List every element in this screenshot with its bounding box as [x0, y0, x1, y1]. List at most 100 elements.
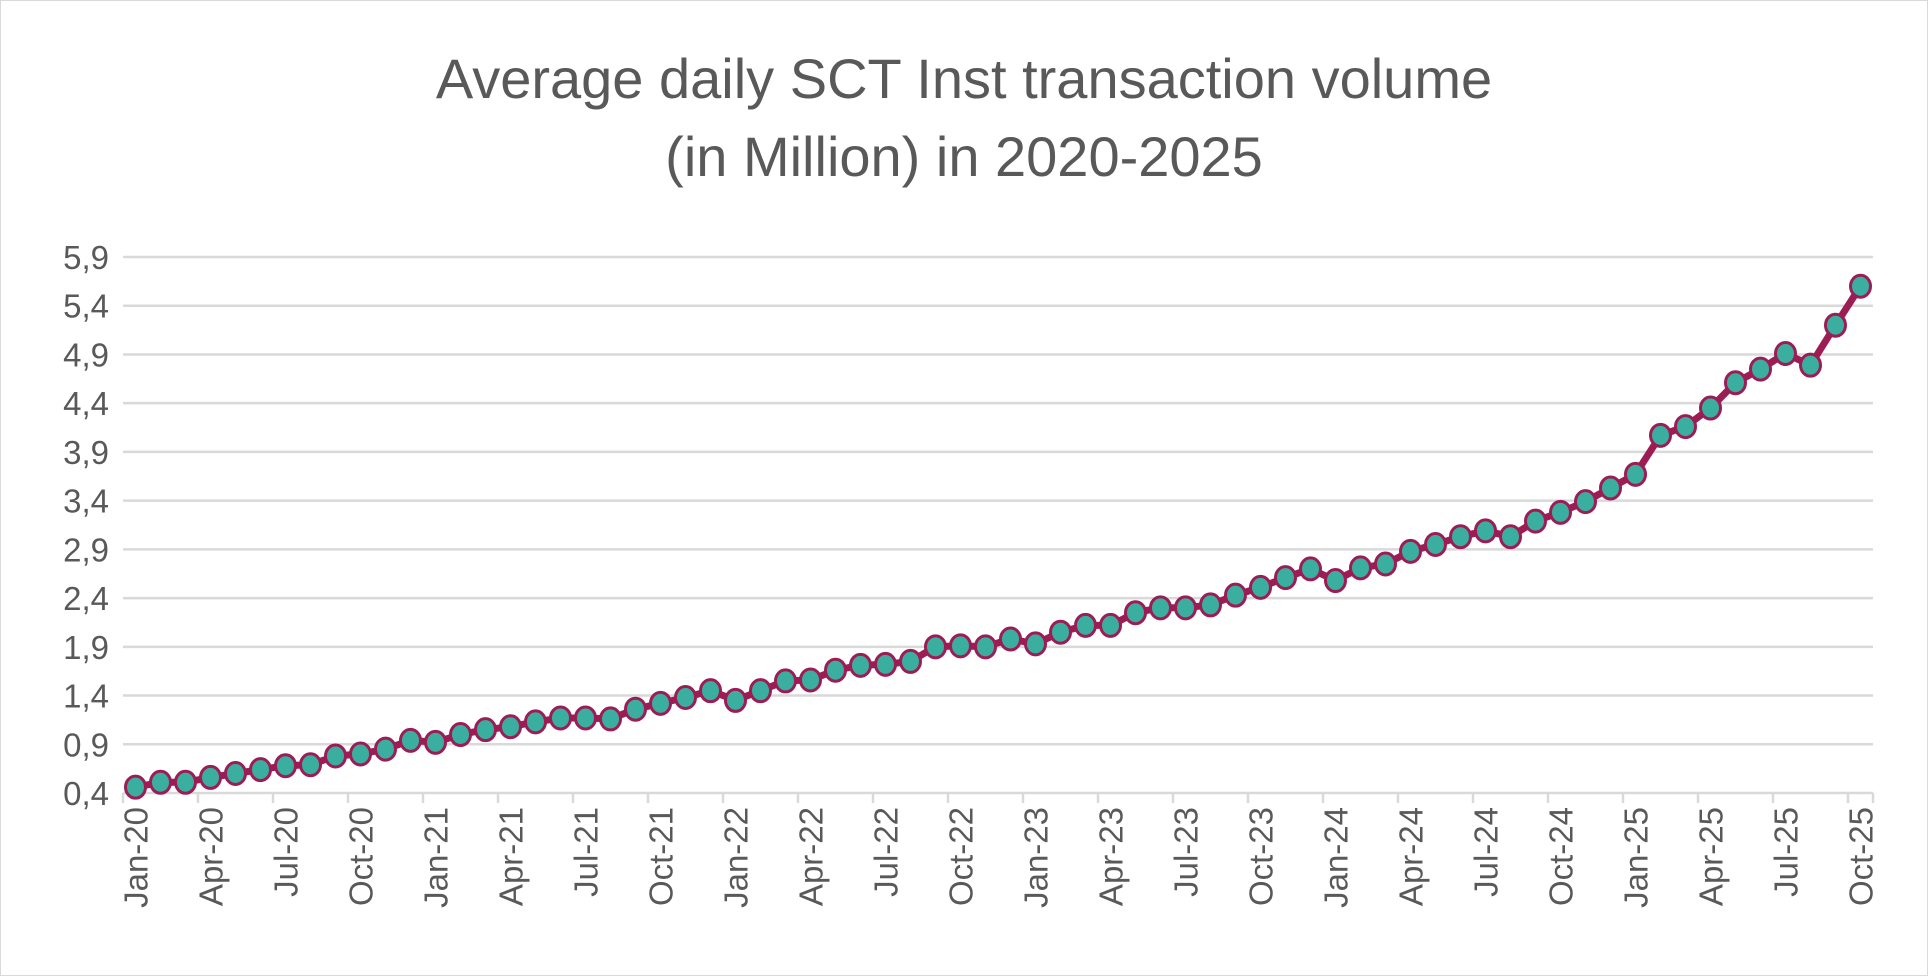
data-point	[124, 774, 147, 800]
data-point	[724, 687, 747, 713]
data-point	[1799, 352, 1822, 378]
series-line	[134, 284, 1864, 791]
x-tick-label: Jul-24	[1468, 807, 1505, 897]
y-tick-label: 2,9	[63, 531, 109, 568]
data-point	[699, 678, 722, 704]
data-point	[1299, 556, 1322, 582]
data-point	[1049, 619, 1072, 645]
y-tick-label: 0,4	[63, 775, 109, 812]
x-tick-label: Apr-24	[1393, 807, 1430, 906]
x-tick-label: Oct-25	[1843, 807, 1880, 906]
data-point	[774, 668, 797, 694]
y-tick-label: 0,9	[63, 726, 109, 763]
data-point	[1199, 592, 1222, 618]
x-tick-label: Oct-24	[1543, 807, 1580, 906]
data-point	[1749, 356, 1772, 382]
data-point	[174, 769, 197, 795]
data-point	[1774, 340, 1797, 366]
data-point	[749, 678, 772, 704]
x-tick-label: Oct-20	[343, 807, 380, 906]
data-point	[1149, 595, 1172, 621]
data-point	[199, 764, 222, 790]
x-tick-label: Apr-20	[193, 807, 230, 906]
data-point	[1074, 612, 1097, 638]
data-point	[1724, 370, 1747, 396]
y-tick-label: 3,4	[63, 483, 109, 520]
y-tick-label: 2,4	[63, 580, 109, 617]
x-tick-label: Jan-21	[418, 807, 455, 908]
x-tick-label: Jul-25	[1768, 807, 1805, 897]
data-point	[374, 736, 397, 762]
data-point	[1399, 538, 1422, 564]
data-point	[899, 648, 922, 674]
x-tick-label: Jul-20	[268, 807, 305, 897]
data-point	[1674, 414, 1697, 440]
y-tick-label: 1,4	[63, 678, 109, 715]
data-point	[349, 741, 372, 767]
data-point	[1024, 631, 1047, 657]
data-point	[249, 757, 272, 783]
x-tick-label: Apr-22	[793, 807, 830, 906]
data-point	[674, 684, 697, 710]
data-point	[1574, 489, 1597, 515]
x-tick-label: Oct-21	[643, 807, 680, 906]
data-point	[1624, 461, 1647, 487]
x-tick-label: Jan-20	[118, 807, 155, 908]
data-point	[1474, 518, 1497, 544]
chart-title-line-2: (in Million) in 2020-2025	[665, 125, 1263, 188]
data-point	[1124, 600, 1147, 626]
data-point	[799, 667, 822, 693]
y-tick-label: 4,4	[63, 385, 109, 422]
y-tick-label: 3,9	[63, 434, 109, 471]
data-point	[324, 743, 347, 769]
x-tick-label: Jan-25	[1618, 807, 1655, 908]
data-point	[874, 651, 897, 677]
data-point	[1524, 508, 1547, 534]
x-tick-label: Jan-22	[718, 807, 755, 908]
data-point	[1099, 612, 1122, 638]
data-point	[924, 634, 947, 660]
data-point	[474, 717, 497, 743]
data-point	[549, 705, 572, 731]
data-point	[574, 705, 597, 731]
data-point	[1374, 551, 1397, 577]
data-point	[499, 714, 522, 740]
data-point	[1824, 312, 1847, 338]
data-point	[524, 709, 547, 735]
data-point	[1449, 524, 1472, 550]
x-tick-label: Oct-22	[943, 807, 980, 906]
y-tick-label: 5,9	[63, 239, 109, 276]
data-point	[599, 706, 622, 732]
x-tick-label: Jan-24	[1318, 807, 1355, 908]
chart-title-line-1: Average daily SCT Inst transaction volum…	[435, 47, 1493, 110]
data-point	[1249, 574, 1272, 600]
data-point	[1174, 595, 1197, 621]
data-point	[1549, 499, 1572, 525]
data-point	[999, 626, 1022, 652]
x-tick-label: Apr-25	[1693, 807, 1730, 906]
data-point	[649, 690, 672, 716]
chart-title: Average daily SCT Inst transaction volum…	[0, 40, 1928, 196]
x-tick-label: Jul-21	[568, 807, 605, 897]
data-point	[1649, 422, 1672, 448]
data-point	[824, 657, 847, 683]
x-tick-label: Jul-23	[1168, 807, 1205, 897]
data-point	[1424, 531, 1447, 557]
data-point	[424, 729, 447, 755]
data-point	[399, 727, 422, 753]
data-point	[274, 753, 297, 779]
data-point	[449, 722, 472, 748]
x-tick-label: Apr-23	[1093, 807, 1130, 906]
data-point	[974, 634, 997, 660]
data-point	[1699, 395, 1722, 421]
data-point	[624, 696, 647, 722]
data-point	[1224, 582, 1247, 608]
data-point	[1849, 273, 1872, 299]
data-point	[1349, 555, 1372, 581]
data-point	[949, 633, 972, 659]
data-point	[1274, 565, 1297, 591]
x-tick-label: Jul-22	[868, 807, 905, 897]
x-tick-label: Jan-23	[1018, 807, 1055, 908]
x-tick-label: Apr-21	[493, 807, 530, 906]
